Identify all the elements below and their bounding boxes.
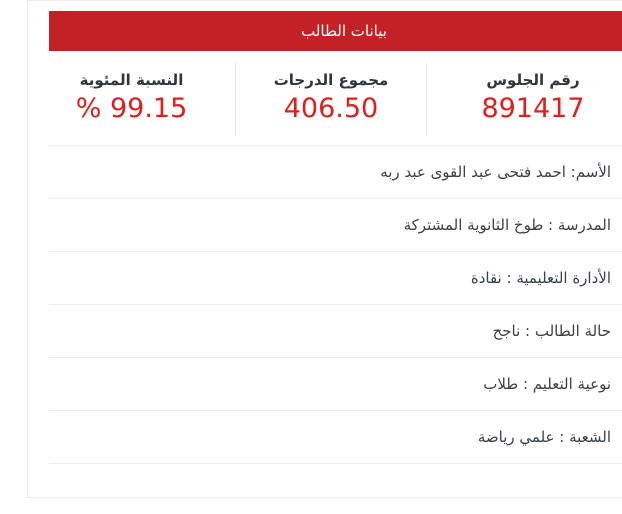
- student-info-row-branch: الشعبة : علمي رياضة: [49, 411, 622, 464]
- stat-percentage: النسبة المئوية % 99.15: [28, 63, 235, 136]
- stat-total-marks-value: 406.50: [283, 93, 379, 124]
- card-title: بيانات الطالب: [301, 22, 387, 40]
- card-header: بيانات الطالب: [49, 11, 622, 51]
- student-info-row-administration: الأدارة التعليمية : نقادة: [49, 252, 622, 305]
- row-text: المدرسة : طوخ الثانوية المشتركة: [403, 216, 611, 234]
- student-info-row-status: حالة الطالب : ناجح: [49, 305, 622, 358]
- stat-percentage-value: % 99.15: [75, 93, 188, 124]
- stat-seat-number-value: 891417: [481, 93, 585, 124]
- row-text: الأسم: احمد فتحى عبد القوى عبد ربه: [380, 163, 611, 181]
- row-text: نوعية التعليم : طلاب: [483, 375, 611, 393]
- stat-percentage-label: النسبة المئوية: [79, 71, 184, 89]
- stat-seat-number: رقم الجلوس 891417: [427, 63, 622, 136]
- row-text: الشعبة : علمي رياضة: [477, 428, 611, 446]
- row-text: حالة الطالب : ناجح: [492, 322, 611, 340]
- stat-seat-number-label: رقم الجلوس: [486, 71, 580, 89]
- student-info-list: الأسم: احمد فتحى عبد القوى عبد ربه المدر…: [28, 146, 622, 464]
- student-data-card: بيانات الطالب رقم الجلوس 891417 مجموع ال…: [27, 0, 622, 498]
- stat-total-marks-label: مجموع الدرجات: [273, 71, 389, 89]
- student-info-row-name: الأسم: احمد فتحى عبد القوى عبد ربه: [49, 146, 622, 199]
- row-text: الأدارة التعليمية : نقادة: [470, 269, 611, 287]
- stat-total-marks: مجموع الدرجات 406.50: [235, 63, 427, 136]
- student-info-row-education-type: نوعية التعليم : طلاب: [49, 358, 622, 411]
- stats-rows-divider: [49, 145, 622, 146]
- stats-section: رقم الجلوس 891417 مجموع الدرجات 406.50 ا…: [28, 63, 622, 136]
- student-info-row-school: المدرسة : طوخ الثانوية المشتركة: [49, 199, 622, 252]
